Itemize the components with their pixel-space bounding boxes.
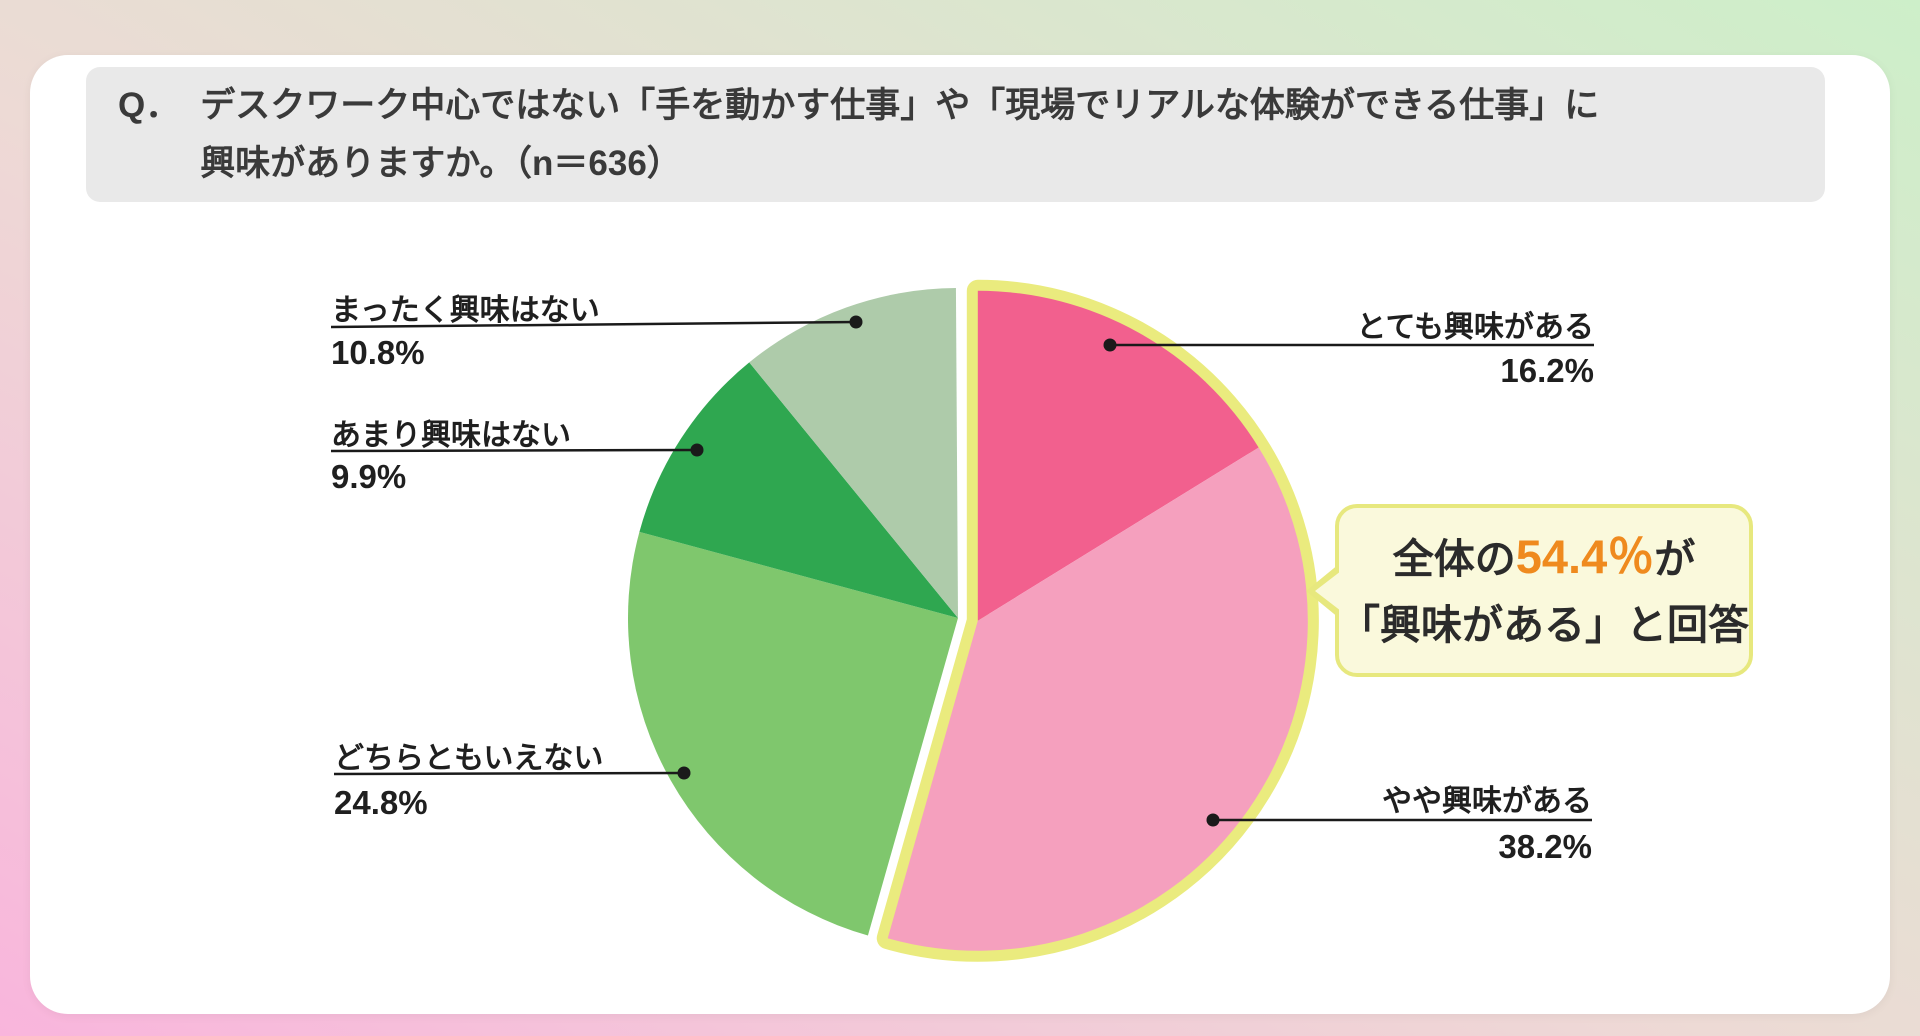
summary-text-before: 全体の (1392, 535, 1516, 582)
label-amari-kyoumi-wa-nai: あまり興味はない (331, 419, 571, 452)
summary-line-2: 「興味がある」と回答 (1339, 601, 1749, 648)
pct-amari-kyoumi-wa-nai: 9.9% (331, 458, 407, 495)
summary-line-1: 全体の54.4％が (1393, 524, 1695, 592)
question-prefix: Q． (118, 86, 181, 125)
callout-tail (1315, 570, 1341, 611)
summary-highlight-percentage: 54.4％ (1515, 529, 1655, 583)
pct-totemo-kyoumi-ga-aru: 16.2% (1500, 352, 1594, 389)
question-line-1: デスクワーク中心ではない「手を動かす仕事」や「現場でリアルな体験ができる仕事」に (200, 86, 1600, 125)
summary-text-after: が (1654, 535, 1696, 582)
pct-yaya-kyoumi-ga-aru: 38.2% (1498, 828, 1592, 865)
pct-mattaku-kyoumi-wa-nai: 10.8% (331, 334, 425, 371)
question-text: デスクワーク中心ではない「手を動かす仕事」や「現場でリアルな体験ができる仕事」に… (200, 77, 1599, 193)
label-yaya-kyoumi-ga-aru: やや興味がある (1382, 785, 1592, 818)
question-line-2: 興味がありますか。（n＝636） (200, 144, 682, 183)
question-box: Q． デスクワーク中心ではない「手を動かす仕事」や「現場でリアルな体験ができる仕… (86, 67, 1825, 202)
label-mattaku-kyoumi-wa-nai: まったく興味はない (331, 294, 600, 327)
summary-callout: 全体の54.4％が 「興味がある」と回答 (1306, 504, 1753, 677)
label-totemo-kyoumi-ga-aru: とても興味がある (1356, 311, 1594, 344)
label-dochira-tomo-ienai: どちらともいえない (334, 742, 604, 775)
pct-dochira-tomo-ienai: 24.8% (334, 784, 428, 821)
